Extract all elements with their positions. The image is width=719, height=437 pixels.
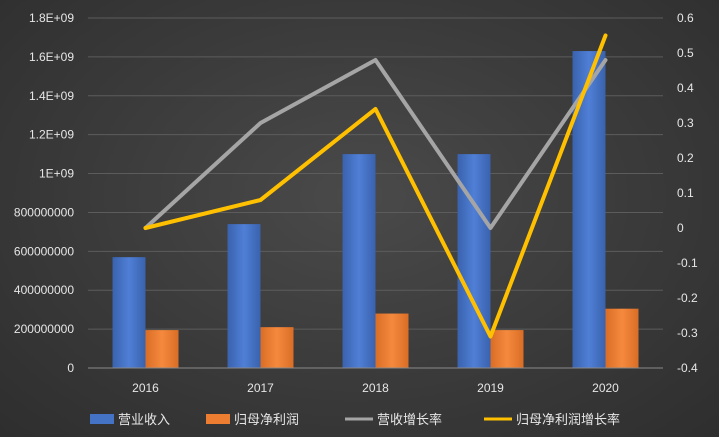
left-tick-label: 0 [67,361,74,375]
x-tick-label: 2016 [132,381,159,395]
bar-series [112,51,639,369]
legend-label: 营业收入 [118,413,170,428]
bar-net-profit [605,308,639,368]
right-tick-label: -0.3 [677,326,698,340]
line-series [143,33,608,339]
left-tick-label: 200000000 [14,322,74,336]
legend: 营业收入 归母净利润 营收增长率 归母净利润增长率 [90,412,620,428]
left-tick-label: 400000000 [14,283,74,297]
left-tick-label: 1.4E+09 [29,89,74,103]
right-tick-label: -0.1 [677,256,698,270]
right-tick-label: -0.4 [677,361,698,375]
line-net-profit-growth [143,33,608,339]
bar-net-profit [145,330,179,368]
left-tick-label: 1.8E+09 [29,11,74,25]
bar-net-profit [260,327,294,368]
right-tick-label: 0 [677,221,684,235]
bar-revenue [227,224,261,368]
right-tick-label: 0.6 [677,11,694,25]
x-tick-label: 2017 [247,381,274,395]
right-tick-label: 0.5 [677,46,694,60]
x-tick-label: 2019 [477,381,504,395]
left-tick-label: 1.2E+09 [29,128,74,142]
left-axis-ticks: 0 200000000 400000000 600000000 800000000 1E+… [14,11,74,375]
x-axis-ticks: 2016 2017 2018 2019 2020 [132,381,619,395]
bar-net-profit [375,313,409,368]
bar-net-profit [490,330,524,368]
legend-swatch-bar [90,414,114,424]
left-tick-label: 1.6E+09 [29,50,74,64]
x-tick-label: 2020 [592,381,619,395]
left-tick-label: 800000000 [14,205,74,219]
right-tick-label: -0.2 [677,291,698,305]
right-tick-label: 0.4 [677,81,694,95]
left-tick-label: 1E+09 [39,167,74,181]
x-tick-label: 2018 [362,381,389,395]
bar-revenue [112,257,146,368]
right-tick-label: 0.3 [677,116,694,130]
legend-label: 归母净利润增长率 [516,412,620,428]
right-tick-label: 0.1 [677,186,694,200]
right-axis-ticks: -0.4 -0.3 -0.2 -0.1 0 0.1 0.2 0.3 0.4 0.5 0.6 [677,11,698,375]
right-tick-label: 0.2 [677,151,694,165]
legend-label: 营收增长率 [377,412,442,428]
left-tick-label: 600000000 [14,244,74,258]
legend-swatch-bar [206,414,230,424]
line-revenue-growth [143,58,608,230]
bar-revenue [342,154,376,368]
legend-label: 归母净利润 [234,413,299,428]
